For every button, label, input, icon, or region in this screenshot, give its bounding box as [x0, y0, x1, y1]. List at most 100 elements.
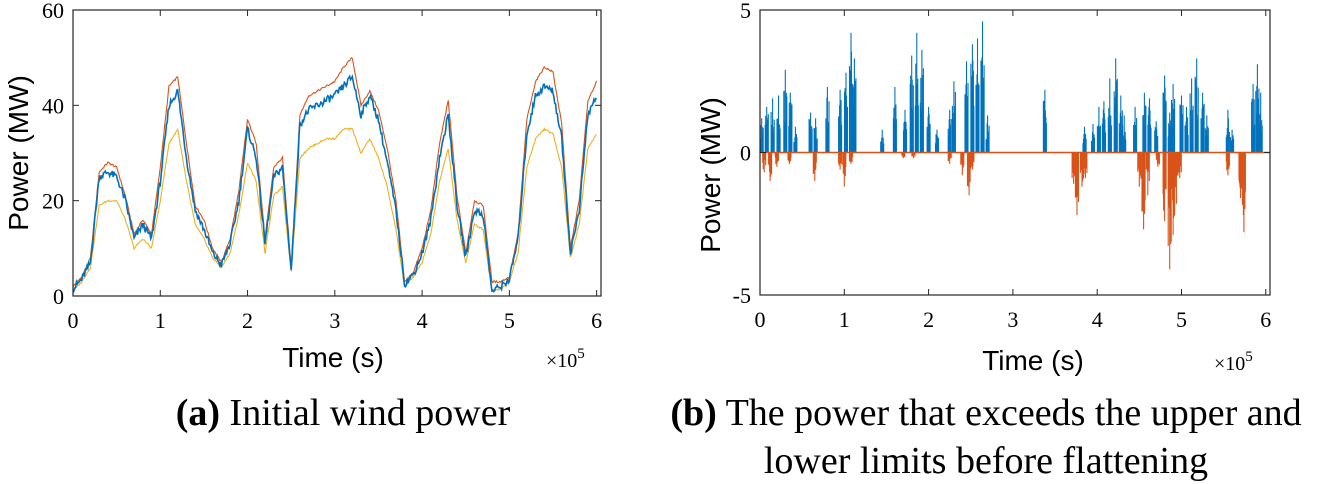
- chart-b-spike: [1133, 106, 1138, 153]
- chart-b-spike: [1204, 115, 1209, 153]
- chart-b-spike: [787, 152, 792, 164]
- chart-b-x-tick-label: 5: [1176, 307, 1187, 332]
- chart-b-spike: [1107, 78, 1112, 153]
- caption-b-line2: lower limits before flattening: [764, 440, 1208, 482]
- chart-b-spike: [951, 81, 956, 153]
- chart-b-spike: [774, 152, 779, 167]
- chart-a-y-tick-label: 0: [53, 284, 64, 309]
- chart-b-y-axis-label: Power (MW): [695, 97, 726, 253]
- chart-b-spike: [768, 152, 773, 181]
- chart-b-spike: [1174, 152, 1179, 204]
- chart-b-spike: [901, 152, 906, 159]
- chart-b: 0 1 2 3 4 5 6-505 Power (MW) Time (s) ×105: [695, 0, 1271, 376]
- chart-b-y-tick-label: 5: [740, 0, 751, 23]
- caption-a-text: Initial wind power: [220, 392, 511, 434]
- chart-b-spike: [1170, 84, 1176, 153]
- chart-b-spike: [1251, 84, 1256, 153]
- chart-b-spike: [1241, 152, 1246, 233]
- chart-b-spike: [914, 32, 919, 153]
- chart-a-x-tick-label: 2: [242, 308, 253, 333]
- chart-a-x-multiplier: ×105: [546, 346, 585, 372]
- chart-b-spike: [1122, 115, 1127, 153]
- chart-b-spike: [970, 44, 975, 153]
- chart-b-spike: [1079, 152, 1085, 187]
- chart-b-spike: [980, 21, 985, 153]
- chart-b-spike: [1194, 58, 1199, 153]
- chart-b-spike: [1101, 101, 1107, 153]
- chart-b-spike: [1142, 92, 1147, 153]
- chart-b-spike: [825, 87, 830, 153]
- chart-b-spike: [1083, 152, 1088, 179]
- chart-b-spike: [1238, 152, 1243, 199]
- chart-b-spike: [1200, 92, 1205, 153]
- chart-b-x-tick-label: 3: [1007, 307, 1018, 332]
- chart-b-x-multiplier: ×105: [1214, 349, 1253, 375]
- chart-b-x-tick-label: 6: [1260, 307, 1271, 332]
- caption-a: (a) Initial wind power: [176, 392, 511, 434]
- chart-b-spike: [1229, 129, 1235, 153]
- caption-b-line1: (b) The power that exceeds the upper and: [670, 392, 1301, 434]
- chart-b-spike: [852, 58, 857, 153]
- chart-a-x-axis-label: Time (s): [282, 342, 384, 373]
- chart-a-series-line: [72, 127, 597, 293]
- chart-b-spike: [842, 152, 847, 187]
- chart-b-spike: [1074, 152, 1080, 216]
- chart-b-spike: [813, 118, 818, 153]
- caption-b-text: The power that exceeds the upper and: [717, 392, 1302, 434]
- chart-b-spike: [1167, 152, 1172, 270]
- chart-b-spike: [1145, 152, 1150, 196]
- chart-b-spike: [1167, 112, 1172, 153]
- chart-a-x-multiplier-base: ×10: [546, 350, 577, 372]
- chart-b-spike: [947, 109, 952, 153]
- chart-b-spike: [1189, 78, 1194, 153]
- chart-b-spike: [776, 95, 781, 153]
- chart-b-x-tick-label: 4: [1092, 307, 1103, 332]
- chart-b-spike: [964, 61, 969, 153]
- chart-b-spike: [1147, 98, 1152, 153]
- chart-b-spike: [812, 152, 817, 181]
- chart-b-spike: [1113, 58, 1118, 153]
- chart-b-ticks: 0 1 2 3 4 5 6-505: [733, 0, 1272, 332]
- chart-a-x-tick-label: 0: [68, 308, 79, 333]
- chart-b-y-tick-label: 0: [740, 141, 751, 166]
- chart-b-spike: [919, 49, 924, 153]
- chart-b-spike: [848, 32, 854, 153]
- chart-a-series-line: [72, 74, 598, 293]
- chart-a-y-tick-label: 60: [42, 0, 64, 23]
- chart-b-spike: [1042, 89, 1047, 153]
- chart-b-spike: [1082, 126, 1087, 153]
- chart-b-spike: [960, 152, 965, 176]
- chart-b-spike: [1255, 64, 1260, 153]
- chart-b-spike: [1141, 152, 1146, 230]
- chart-b-spike: [783, 69, 788, 153]
- chart-b-spike: [1170, 152, 1176, 236]
- chart-a-x-tick-label: 1: [155, 308, 166, 333]
- chart-b-spike: [1225, 152, 1230, 176]
- chart-a-x-multiplier-exponent: 5: [577, 346, 585, 362]
- chart-b-spike: [838, 89, 843, 153]
- chart-b-spike: [970, 152, 975, 170]
- chart-a-plot-series: [72, 57, 598, 293]
- chart-b-spike: [770, 98, 775, 153]
- chart-b-spike: [1071, 152, 1076, 184]
- chart-b-spike: [759, 118, 764, 153]
- chart-a-x-tick-label: 4: [417, 308, 428, 333]
- chart-b-spike: [902, 109, 908, 153]
- chart-b-x-multiplier-base: ×10: [1214, 353, 1245, 375]
- chart-a-x-tick-label: 3: [329, 308, 340, 333]
- chart-b-spike: [975, 38, 980, 153]
- chart-b-spike: [1090, 124, 1096, 153]
- chart-b-spike: [1162, 75, 1167, 153]
- chart-b-spike: [793, 126, 798, 153]
- chart-b-spike: [1118, 95, 1123, 153]
- chart-b-x-tick-label: 2: [923, 307, 934, 332]
- chart-b-spike: [1258, 92, 1263, 153]
- chart-b-x-tick-label: 0: [755, 307, 766, 332]
- chart-b-y-tick-label: -5: [733, 283, 751, 308]
- chart-b-x-multiplier-exponent: 5: [1245, 349, 1253, 365]
- chart-b-spike: [934, 129, 940, 153]
- chart-b-spike: [764, 106, 769, 153]
- chart-b-spike: [1177, 152, 1182, 179]
